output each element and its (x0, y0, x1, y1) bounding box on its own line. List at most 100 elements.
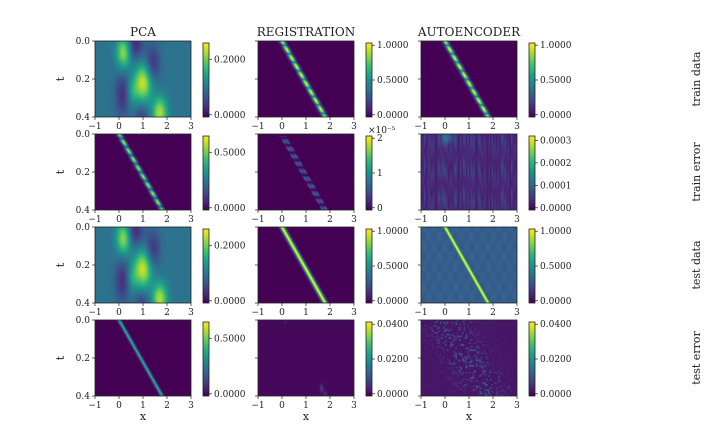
colorbar-tick-label: 0.5000 (214, 148, 246, 158)
x-tick-label: −1 (88, 308, 101, 318)
colorbar-tick-label: 1.0000 (540, 41, 572, 51)
x-tick-label: 0 (279, 308, 285, 318)
colorbar-tick-label: 0.5000 (214, 334, 246, 344)
x-tick-label: −1 (414, 122, 427, 132)
x-tick-label: 2 (327, 308, 333, 318)
x-tick-label: 3 (188, 215, 194, 225)
x-tick-label: −1 (251, 401, 264, 411)
colorbar (366, 229, 372, 303)
x-tick-label: 0 (442, 308, 448, 318)
heatmap-image (258, 41, 354, 117)
x-tick-label: 0 (116, 215, 122, 225)
y-tick-label: 0.0 (76, 130, 91, 140)
x-tick-label: 2 (327, 401, 333, 411)
colorbar-tick-label: 0.0002 (540, 159, 572, 169)
colorbar-tick-label: 0.0000 (377, 111, 409, 121)
x-tick-label: 1 (466, 401, 472, 411)
x-tick-label: 0 (116, 308, 122, 318)
x-tick-label: 2 (490, 308, 496, 318)
heatmap-image (421, 320, 517, 396)
x-tick-label: −1 (251, 215, 264, 225)
row-label: train error (690, 142, 703, 202)
colorbar-tick-label: 0.0000 (377, 297, 409, 307)
x-tick-label: 3 (351, 401, 357, 411)
colorbar-tick-label: 0.5000 (377, 262, 409, 272)
x-tick-label: 1 (140, 122, 146, 132)
x-tick-label: 3 (188, 401, 194, 411)
row-label: test data (690, 240, 703, 290)
colorbar-frame (202, 135, 210, 211)
heatmap-image (258, 320, 354, 396)
colorbar-tick-label: 0.0000 (214, 111, 246, 121)
heatmap-image (421, 41, 517, 117)
x-tick-label: 2 (327, 215, 333, 225)
heatmap-panel: −1 0 1 2 3 1.0000 0.5000 0.0000 (414, 226, 572, 318)
x-tick-label: 0 (279, 215, 285, 225)
heatmap-panel: −1 0 1 2 3 0.0 0.2 0.4 t x 0.5000 0.0000 (54, 316, 246, 423)
x-tick-label: −1 (88, 215, 101, 225)
x-tick-label: 2 (490, 401, 496, 411)
x-axis-label: x (303, 410, 310, 423)
colorbar-tick-label: 0.0200 (540, 355, 572, 365)
x-tick-label: −1 (88, 122, 101, 132)
heatmap-image (421, 227, 517, 303)
x-tick-label: 3 (351, 308, 357, 318)
colorbar-tick-label: 0.0003 (540, 136, 572, 146)
y-tick-label: 0.4 (76, 299, 91, 309)
x-tick-label: 3 (514, 215, 520, 225)
y-tick-label: 0.4 (76, 206, 91, 216)
x-tick-label: 1 (140, 401, 146, 411)
colorbar (203, 229, 209, 303)
colorbar-tick-label: 0.0000 (540, 390, 572, 400)
colorbar-tick-label: 0.0000 (214, 390, 246, 400)
colorbar-tick-label: 0.0000 (214, 297, 246, 307)
colorbar-frame (202, 228, 210, 304)
x-tick-label: −1 (414, 215, 427, 225)
heatmap-image (258, 227, 354, 303)
colorbar-tick-label: 0.0000 (214, 204, 246, 214)
colorbar (366, 322, 372, 396)
heatmap-panel: −1 0 1 2 3 0.0 0.2 0.4 t 0.2000 0.0000 (54, 223, 246, 318)
x-tick-label: −1 (414, 308, 427, 318)
heatmap-panel: −1 0 1 2 3 x 0.0400 0.0200 0.0000 (251, 319, 409, 423)
colorbar (203, 322, 209, 396)
y-axis-label: t (54, 76, 67, 81)
x-tick-label: 0 (442, 122, 448, 132)
x-tick-label: 1 (140, 308, 146, 318)
y-tick-label: 0.0 (76, 223, 91, 233)
y-tick-label: 0.2 (76, 168, 90, 178)
heatmap-image (95, 227, 191, 303)
y-axis-label: t (54, 169, 67, 174)
colorbar-tick-label: 1.0000 (377, 227, 409, 237)
colorbar-tick-label: 1.0000 (377, 41, 409, 51)
colorbar-tick-label: 1 (377, 169, 383, 179)
colorbar-tick-label: 0.5000 (540, 76, 572, 86)
x-tick-label: 2 (327, 122, 333, 132)
x-tick-label: −1 (251, 308, 264, 318)
heatmap-image (421, 134, 517, 210)
colorbar (203, 43, 209, 117)
heatmap-panel: −1 0 1 2 3 1.0000 0.5000 0.0000 (414, 40, 572, 132)
heatmap-image (258, 134, 354, 210)
colorbar-tick-label: 0.0000 (540, 204, 572, 214)
colorbar-tick-label: 0.2000 (214, 241, 246, 251)
heatmap-panel: −1 0 1 2 3 1.0000 0.5000 0.0000 (251, 40, 409, 132)
y-tick-label: 0.2 (76, 261, 90, 271)
x-tick-label: 1 (303, 308, 309, 318)
row-label: test error (690, 331, 703, 385)
x-tick-label: −1 (251, 122, 264, 132)
heatmap-panel: −1 0 1 2 3 x 0.0400 0.0200 0.0000 (414, 319, 572, 423)
x-tick-label: 3 (514, 401, 520, 411)
x-tick-label: 3 (351, 215, 357, 225)
colorbar-tick-label: 0.0400 (377, 320, 409, 330)
x-axis-label: x (466, 410, 473, 423)
colorbar (366, 136, 372, 210)
x-tick-label: 2 (490, 215, 496, 225)
y-tick-label: 0.2 (76, 75, 90, 85)
x-tick-label: −1 (414, 401, 427, 411)
column-title: AUTOENCODER (417, 25, 521, 39)
heatmap-panel: −1 0 1 2 3 2 1 0 ×10⁻⁵ (251, 126, 395, 225)
x-tick-label: 3 (514, 122, 520, 132)
colorbar-tick-label: 1.0000 (540, 227, 572, 237)
colorbar-tick-label: 0.2000 (214, 55, 246, 65)
